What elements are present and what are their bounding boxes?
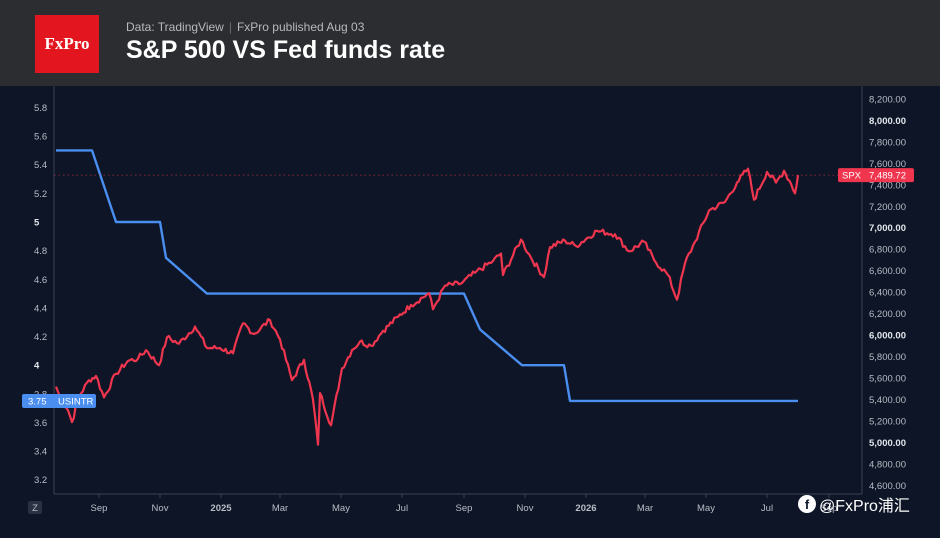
spx-series-name: SPX [842, 171, 862, 182]
chart-canvas: 5.85.65.45.254.84.64.44.243.83.63.43.28,… [22, 86, 914, 514]
series-line-spx [54, 167, 800, 446]
right-axis-tick: 5,400.00 [869, 395, 906, 406]
right-axis-tick: 7,400.00 [869, 180, 906, 191]
spx-value-badge [838, 168, 914, 183]
right-axis-tick: 4,600.00 [869, 481, 906, 492]
right-axis-tick: 5,800.00 [869, 352, 906, 363]
usintr-series-name: USINTR [58, 396, 94, 407]
watermark-text: @FxPro浦汇 [819, 498, 910, 515]
publisher-info: FxPro published Aug 03 [236, 20, 365, 34]
left-axis-tick: 4.8 [34, 246, 47, 257]
right-axis-tick: 8,200.00 [869, 94, 906, 105]
x-axis-tick: Jul [396, 503, 408, 514]
usintr-last-value: 3.75 [28, 396, 47, 407]
right-axis-tick: 6,400.00 [869, 288, 906, 299]
right-axis-tick: 6,200.00 [869, 309, 906, 320]
right-axis-tick: 7,000.00 [869, 223, 906, 234]
left-axis-tick: 4 [34, 361, 40, 372]
right-axis-tick: 5,200.00 [869, 416, 906, 427]
usintr-value-badge [22, 393, 96, 408]
x-axis-tick: May [697, 503, 715, 514]
x-axis-tick: Nov [152, 503, 169, 514]
x-axis-tick: Jul [761, 503, 773, 514]
right-axis-tick: 5,600.00 [869, 374, 906, 385]
plot-area [54, 86, 862, 494]
x-axis-tick: Mar [272, 503, 288, 514]
left-axis-tick: 3.6 [34, 418, 47, 429]
right-axis-tick: 6,000.00 [869, 331, 906, 342]
right-axis-tick: 6,800.00 [869, 245, 906, 256]
series-line-usintr [56, 149, 798, 403]
z-marker-label: Z [32, 503, 38, 514]
right-axis-tick: 7,800.00 [869, 137, 906, 148]
left-axis-tick: 3.4 [34, 447, 47, 458]
right-axis-tick: 5,000.00 [869, 438, 906, 449]
x-axis-tick: Sep [821, 503, 838, 514]
right-axis-tick: 8,000.00 [869, 116, 906, 127]
x-axis-tick: Sep [91, 503, 108, 514]
z-marker-box [28, 501, 42, 514]
right-axis-tick: 4,800.00 [869, 459, 906, 470]
meta-separator: | [228, 20, 232, 34]
x-axis-tick: Sep [456, 503, 473, 514]
fxpro-logo: FxPro [35, 15, 99, 73]
right-axis-tick: 6,600.00 [869, 266, 906, 277]
right-axis-tick: 7,200.00 [869, 202, 906, 213]
x-axis-tick: Nov [517, 503, 534, 514]
facebook-icon: f [798, 495, 816, 513]
spx-last-value: 7,489.72 [869, 171, 906, 182]
left-axis-tick: 5.6 [34, 132, 47, 143]
chart-title: S&P 500 VS Fed funds rate [126, 36, 446, 64]
left-axis-tick: 3.2 [34, 475, 47, 486]
chart-meta: Data: TradingView | FxPro published Aug 03 [126, 20, 364, 34]
x-axis-tick: 2026 [575, 503, 596, 514]
chart-header: FxPro Data: TradingView | FxPro published … [0, 0, 940, 86]
left-axis-tick: 4.2 [34, 332, 47, 343]
x-axis-tick: May [332, 503, 350, 514]
left-axis-tick: 5.4 [34, 160, 47, 171]
left-axis-tick: 5.8 [34, 103, 47, 114]
left-axis-tick: 4.4 [34, 303, 47, 314]
left-axis-tick: 4.6 [34, 275, 47, 286]
right-axis-tick: 7,600.00 [869, 159, 906, 170]
x-axis-tick: Mar [637, 503, 653, 514]
left-axis-tick: 5 [34, 218, 40, 229]
data-source: Data: TradingView [126, 20, 224, 34]
x-axis-tick: 2025 [210, 503, 232, 514]
left-axis-tick: 5.2 [34, 189, 47, 200]
watermark: f @FxPro浦汇 [798, 492, 910, 516]
